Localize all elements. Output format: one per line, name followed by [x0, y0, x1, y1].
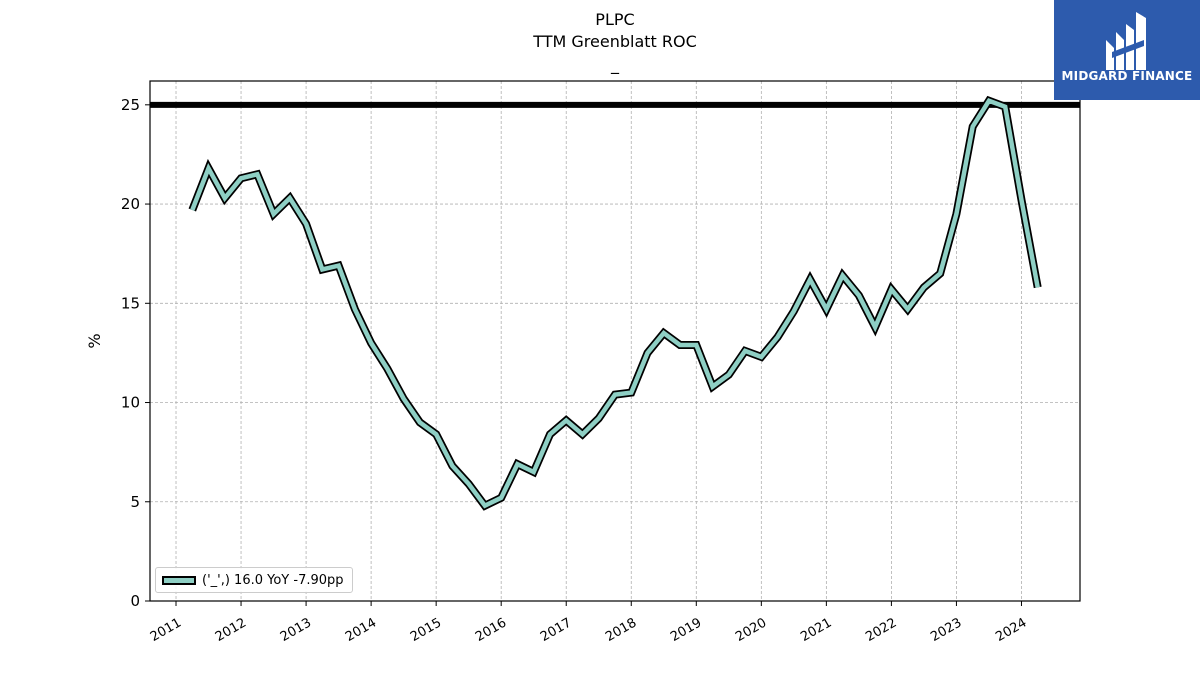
- x-tick-label: 2014: [343, 615, 379, 645]
- y-tick-label: 10: [121, 394, 140, 412]
- y-tick-label: 0: [130, 592, 140, 610]
- logo-mark-icon: [1106, 12, 1146, 70]
- legend-label: ('_',) 16.0 YoY -7.90pp: [202, 572, 344, 588]
- grid-layer: [150, 81, 1080, 602]
- x-tick-label: 2020: [733, 615, 769, 645]
- axis-layer: 0 5 10 15 20 25 2011 2012 2013 2014 2015 2016 2017 20…: [85, 96, 1029, 645]
- x-tick-label: 2011: [148, 615, 184, 645]
- series-line: [190, 98, 1040, 509]
- x-tick-label: 2013: [278, 615, 314, 645]
- chart-sub-subtitle: _: [611, 55, 619, 74]
- y-tick-label: 20: [121, 195, 140, 213]
- chart-subtitle: TTM Greenblatt ROC: [533, 32, 697, 51]
- chart-title: PLPC: [595, 10, 635, 29]
- legend-swatch: [162, 575, 196, 585]
- x-tick-label: 2012: [213, 615, 249, 645]
- series-layer: [188, 95, 1042, 511]
- y-tick-label: 25: [121, 96, 140, 114]
- y-axis-label: %: [85, 333, 104, 348]
- x-tick-label: 2019: [668, 615, 704, 645]
- y-tick-label: 5: [130, 493, 140, 511]
- logo-text: MIDGARD FINANCE: [1061, 69, 1193, 83]
- x-tick-label: 2021: [798, 615, 834, 645]
- x-tick-label: 2015: [408, 615, 444, 645]
- x-tick-label: 2017: [538, 615, 574, 645]
- x-tick-label: 2024: [993, 615, 1029, 645]
- plot-frame: [149, 80, 1081, 602]
- x-tick-label: 2016: [473, 615, 509, 645]
- brand-logo: MIDGARD FINANCE: [1054, 0, 1200, 100]
- y-tick-label: 15: [121, 294, 140, 312]
- chart-legend: ('_',) 16.0 YoY -7.90pp: [155, 567, 353, 593]
- x-tick-label: 2022: [863, 615, 899, 645]
- x-tick-label: 2023: [928, 615, 964, 645]
- x-tick-label: 2018: [603, 615, 639, 645]
